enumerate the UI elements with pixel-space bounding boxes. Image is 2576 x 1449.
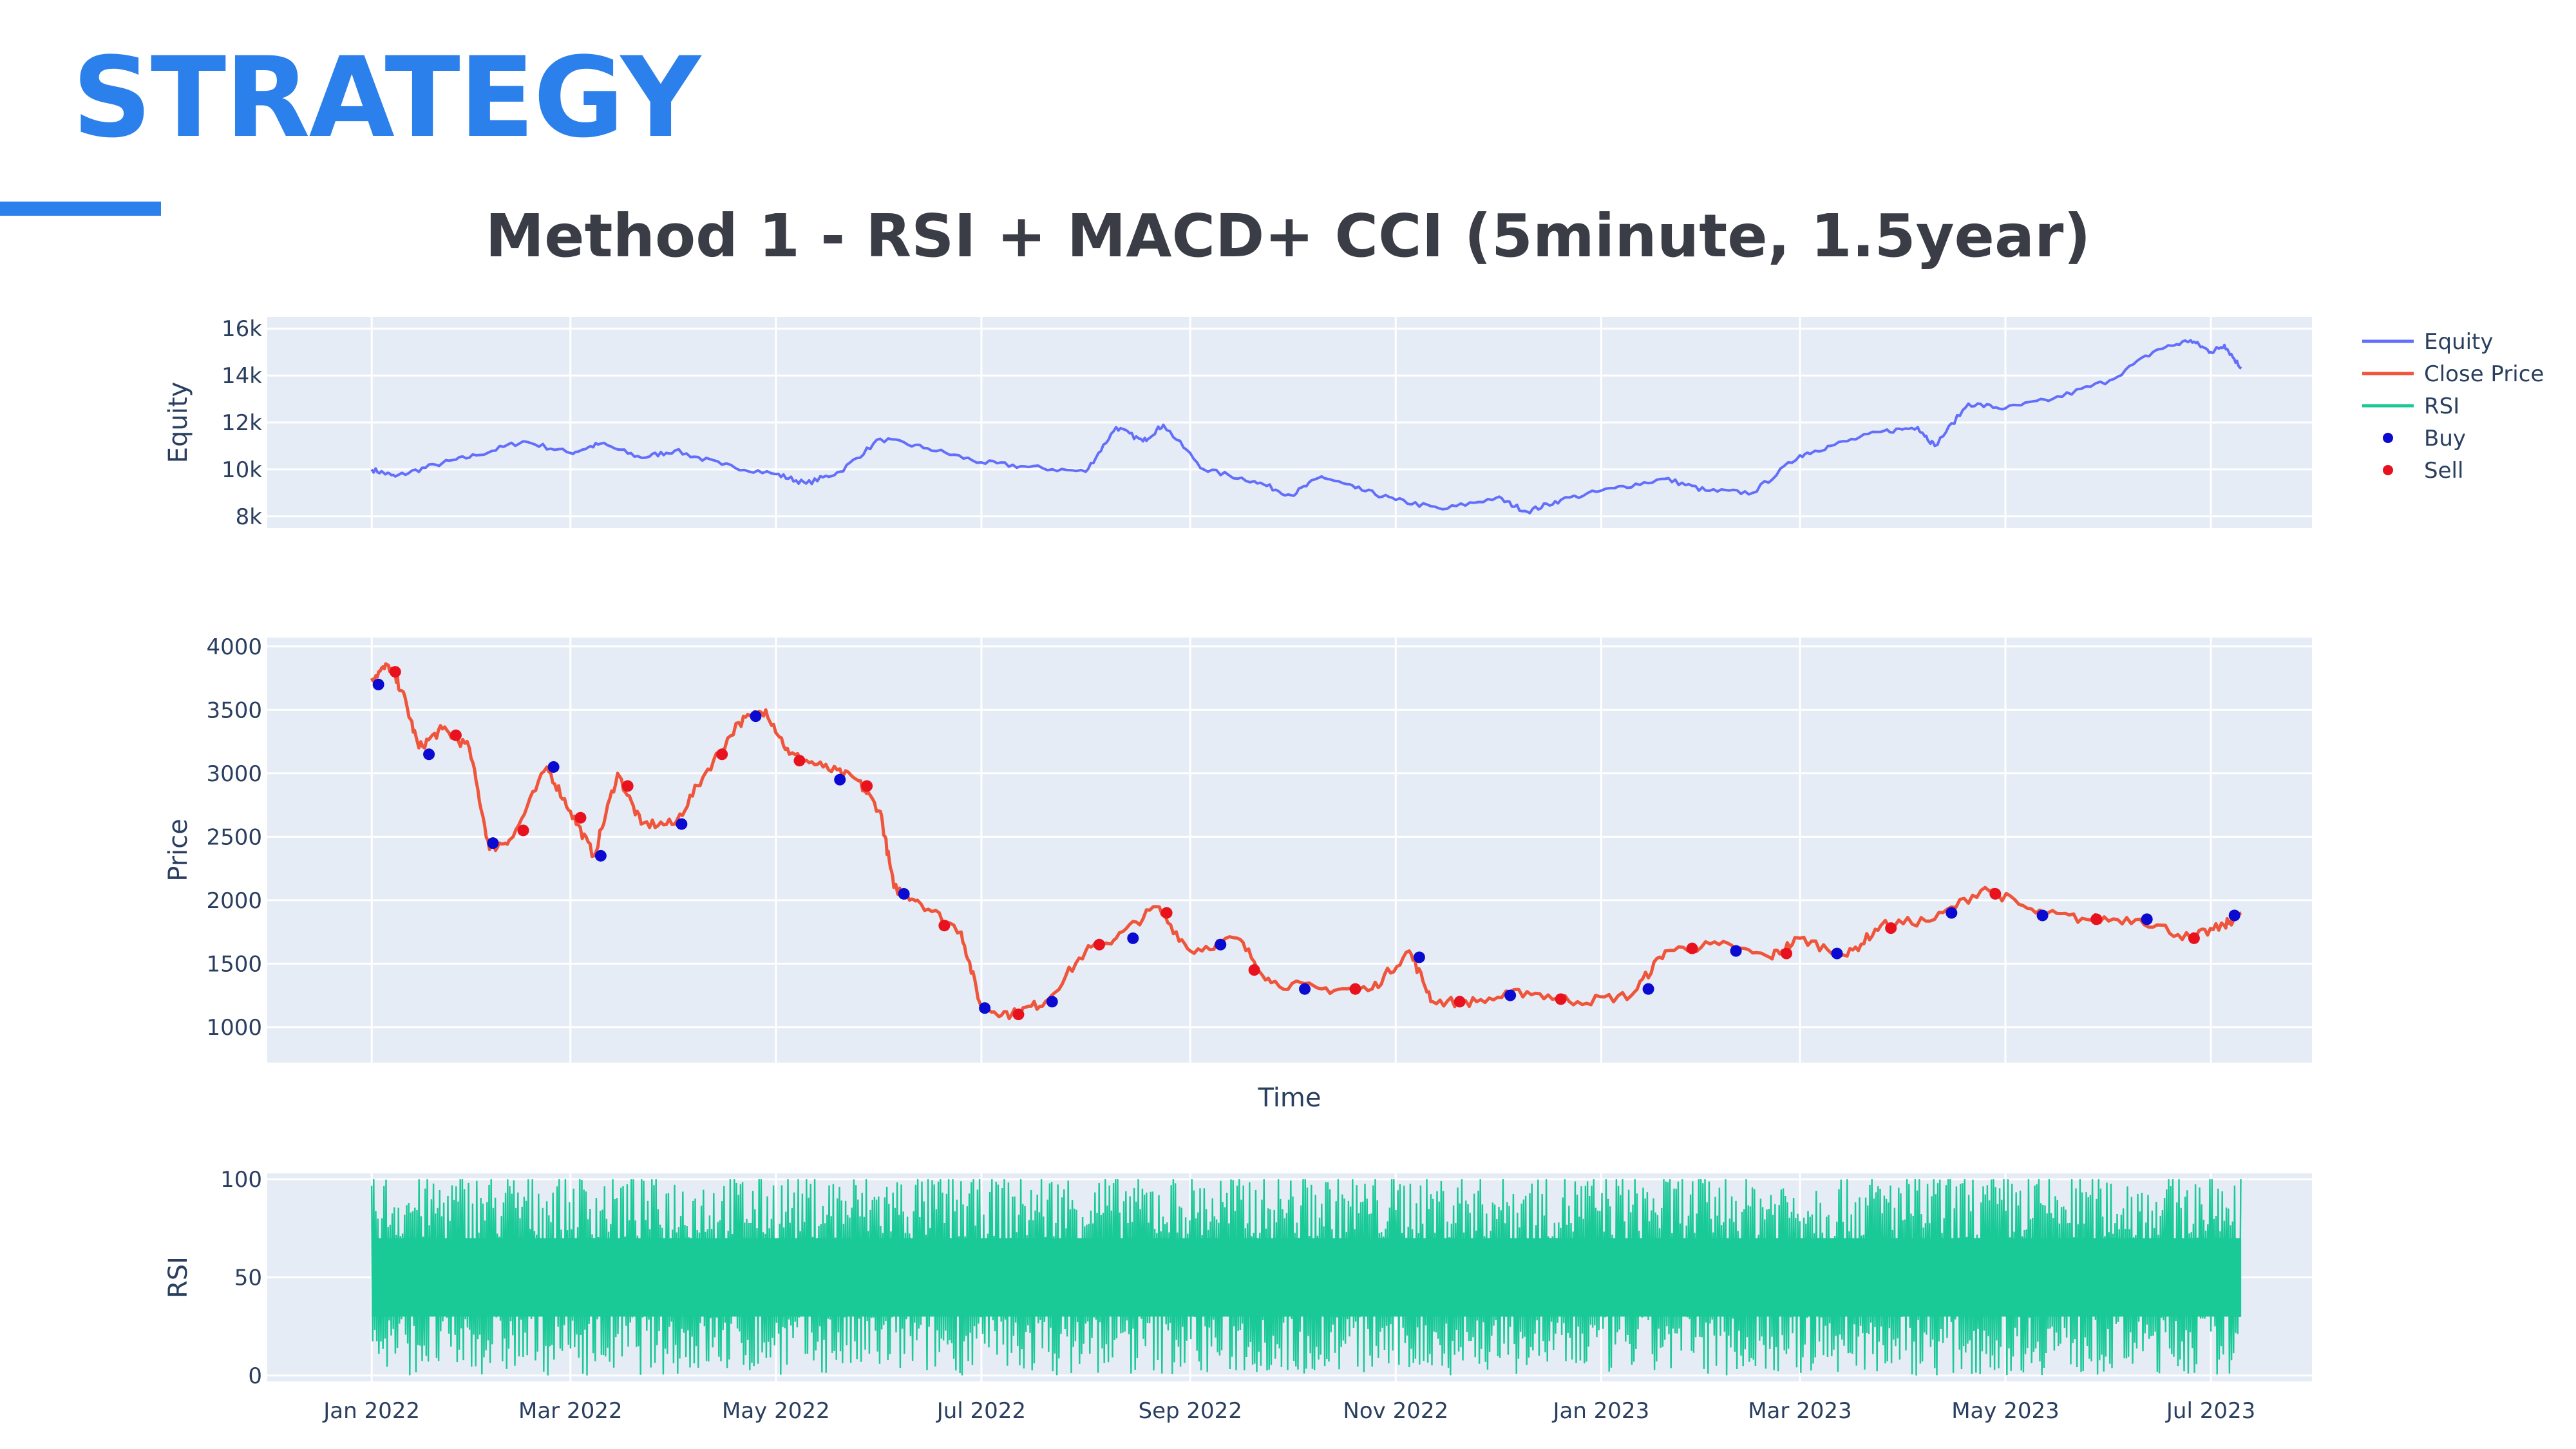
price-y-tick-label: 1500 <box>206 951 262 977</box>
x-tick-label: May 2023 <box>1951 1398 2060 1424</box>
x-tick-label: Mar 2022 <box>518 1398 622 1424</box>
legend-buy-label: Buy <box>2424 426 2466 451</box>
price-y-tick-label: 1000 <box>206 1015 262 1041</box>
sell-marker <box>1248 964 1260 976</box>
legend-rsi-label: RSI <box>2424 393 2459 419</box>
chart-title: Method 1 - RSI + MACD+ CCI (5minute, 1.5… <box>485 202 2091 270</box>
legend-close-price-label: Close Price <box>2424 361 2544 387</box>
sell-marker <box>1885 922 1897 934</box>
buy-marker <box>676 818 688 830</box>
buy-marker <box>2141 913 2153 925</box>
sell-marker <box>793 755 806 767</box>
legend-sell-label: Sell <box>2424 458 2463 484</box>
legend-equity-label: Equity <box>2424 329 2494 355</box>
buy-marker <box>834 773 846 786</box>
sell-marker <box>1349 983 1361 995</box>
buy-marker <box>979 1002 991 1014</box>
x-tick-label: Mar 2023 <box>1748 1398 1852 1424</box>
rsi-axis-title: RSI <box>164 1256 193 1298</box>
x-tick-label: Jan 2023 <box>1551 1398 1649 1424</box>
rsi-y-tick-label: 100 <box>220 1167 262 1193</box>
x-tick-label: Nov 2022 <box>1343 1398 1448 1424</box>
sell-marker <box>574 811 587 824</box>
legend-sell-swatch <box>2383 465 2393 475</box>
sell-marker <box>938 920 951 932</box>
equity-line <box>370 339 2242 515</box>
sell-marker <box>2188 932 2200 944</box>
x-tick-label: Jul 2022 <box>936 1398 1026 1424</box>
x-tick-label: Jan 2022 <box>322 1398 420 1424</box>
buy-marker <box>898 887 910 900</box>
equity-y-tick-label: 16k <box>222 316 262 342</box>
sell-marker <box>1093 938 1105 951</box>
x-axis-title: Time <box>1258 1083 1321 1113</box>
rsi-y-tick-label: 50 <box>234 1265 262 1291</box>
sell-marker <box>861 780 873 792</box>
buy-marker <box>2036 909 2049 922</box>
price-plot-area <box>267 638 2312 1063</box>
x-tick-label: Sep 2022 <box>1138 1398 1242 1424</box>
buy-marker <box>423 748 435 761</box>
sell-marker <box>1555 993 1567 1005</box>
buy-marker <box>750 710 762 723</box>
sell-marker <box>2090 913 2103 925</box>
sell-marker <box>1781 947 1793 960</box>
sell-marker <box>716 748 728 761</box>
price-axis-title: Price <box>164 819 193 882</box>
equity-y-tick-label: 8k <box>236 504 263 530</box>
x-tick-label: May 2022 <box>722 1398 830 1424</box>
legend-buy-swatch <box>2383 433 2393 443</box>
buy-marker <box>487 837 499 849</box>
buy-marker <box>1946 907 1958 919</box>
buy-marker <box>547 761 560 773</box>
sell-marker <box>621 780 634 792</box>
buy-marker <box>1299 983 1311 995</box>
price-y-tick-label: 2500 <box>206 824 262 850</box>
sell-marker <box>1012 1009 1025 1021</box>
sell-marker <box>389 666 401 678</box>
close-price-line <box>370 662 2242 1021</box>
buy-marker <box>594 849 607 862</box>
sell-marker <box>1454 996 1466 1008</box>
equity-y-tick-label: 14k <box>222 363 262 389</box>
sell-marker <box>450 729 462 741</box>
equity-axis-title: Equity <box>164 382 193 463</box>
sell-marker <box>1686 942 1698 954</box>
x-tick-label: Jul 2023 <box>2165 1398 2255 1424</box>
buy-marker <box>1730 945 1742 957</box>
buy-marker <box>1504 989 1517 1001</box>
equity-y-tick-label: 12k <box>222 410 262 436</box>
price-y-tick-label: 4000 <box>206 634 262 660</box>
sell-marker <box>1160 907 1173 919</box>
equity-y-tick-label: 10k <box>222 457 262 483</box>
buy-marker <box>2228 909 2240 922</box>
buy-marker <box>1215 938 1227 951</box>
buy-marker <box>1046 996 1058 1008</box>
buy-marker <box>1642 983 1654 995</box>
price-y-tick-label: 3500 <box>206 697 262 723</box>
buy-marker <box>372 678 384 690</box>
rsi-band-core <box>372 1238 2242 1317</box>
price-y-tick-label: 3000 <box>206 761 262 787</box>
buy-marker <box>1831 947 1843 960</box>
slide-heading: STRATEGY <box>72 33 701 162</box>
buy-marker <box>1127 932 1139 944</box>
price-y-tick-label: 2000 <box>206 888 262 914</box>
buy-marker <box>1413 951 1425 963</box>
sell-marker <box>517 824 529 837</box>
accent-bar <box>0 202 161 216</box>
sell-marker <box>1989 887 2002 900</box>
rsi-y-tick-label: 0 <box>248 1363 262 1389</box>
